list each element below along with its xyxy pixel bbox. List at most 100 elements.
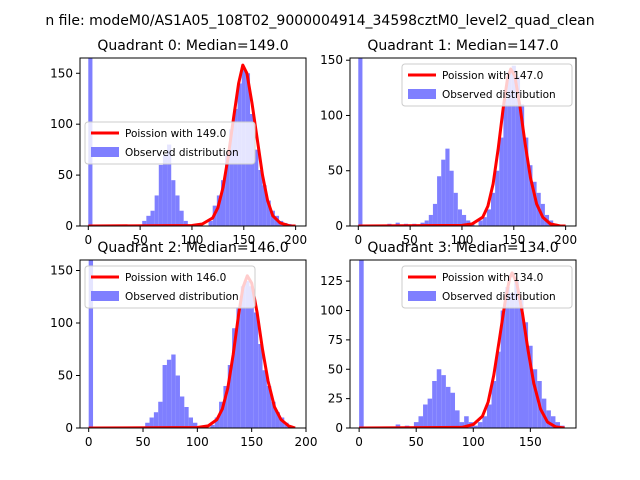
hist-bar [449, 170, 454, 226]
legend-fit-label: Poission with 134.0 [442, 272, 543, 284]
hist-bar [258, 170, 263, 226]
hist-bar [524, 137, 529, 226]
hist-bar [249, 286, 254, 428]
hist-bar [214, 417, 220, 428]
hist-bar [507, 71, 512, 226]
hist-bar [158, 401, 163, 428]
subplot-q1: Quadrant 1: Median=147.0 0 50 100 150 200 0 50 1… [320, 38, 577, 247]
y-tick-label: 25 [328, 392, 343, 406]
hist-bar [514, 281, 519, 428]
x-tick-label: 100 [186, 435, 209, 449]
legend: Poission with 134.0 Observed distribution [401, 265, 573, 309]
hist-bar [171, 354, 176, 428]
hist-bar [88, 260, 94, 428]
hist-bar [179, 396, 185, 428]
legend-hist-label: Observed distribution [125, 291, 239, 303]
hist-bar [216, 195, 221, 226]
hist-bar [546, 410, 551, 428]
hist-bar [477, 422, 483, 428]
legend-fit-label: Poission with 147.0 [442, 70, 543, 82]
hist-bar [555, 422, 561, 428]
x-tick-label: 0 [354, 233, 362, 247]
x-tick-label: 0 [85, 435, 93, 449]
hist-bar [503, 98, 508, 226]
hist-bar [511, 65, 516, 226]
legend-hist-swatch [91, 291, 119, 301]
legend: Poission with 147.0 Observed distribution [401, 63, 573, 107]
hist-bar [482, 217, 487, 226]
subplot-title: Quadrant 3: Median=134.0 [367, 240, 558, 256]
subplot-title: Quadrant 0: Median=149.0 [97, 38, 288, 54]
hist-bar [262, 185, 267, 226]
hist-bar [486, 404, 492, 428]
subplot-q2: Quadrant 2: Median=146.0 0 50 100 150 200 0 50 1… [50, 240, 317, 449]
legend-hist-label: Observed distribution [125, 147, 239, 159]
hist-bar [459, 422, 465, 428]
axes-frame [79, 57, 307, 227]
x-tick-label: 0 [355, 435, 363, 449]
hist-bar [457, 209, 462, 226]
x-tick-label: 100 [462, 435, 485, 449]
y-tick-label: 150 [320, 53, 343, 67]
legend-hist-swatch [91, 147, 119, 157]
hist-bars [88, 260, 293, 428]
subplot-q3: Quadrant 3: Median=134.0 0 50 100 150 0 25 50 75… [320, 240, 577, 449]
x-tick-label: 150 [519, 435, 542, 449]
hist-bar [520, 104, 525, 226]
hist-bar [450, 392, 456, 428]
y-tick-label: 0 [335, 421, 343, 435]
hist-bar [210, 424, 215, 428]
hist-bar [358, 58, 363, 226]
hist-bar [150, 210, 155, 226]
poisson-fit-line [88, 63, 296, 226]
hist-bar [149, 417, 154, 428]
hist-bar [145, 422, 150, 428]
legend-hist-swatch [408, 89, 436, 99]
hist-bar [445, 148, 450, 226]
hist-bar [166, 359, 172, 428]
hist-bar [509, 292, 515, 428]
hist-bar [437, 176, 442, 226]
hist-bar [496, 351, 501, 428]
hist-bar [532, 181, 537, 226]
subplot-title: Quadrant 1: Median=147.0 [367, 38, 558, 54]
x-tick-label: 200 [295, 435, 318, 449]
hist-bar [153, 412, 159, 428]
figure-suptitle: n file: modeM0/AS1A05_108T02_9000004914_… [45, 13, 594, 29]
hist-bar [532, 369, 538, 428]
hist-bar [250, 114, 255, 226]
legend-fit-label: Poission with 146.0 [125, 272, 226, 284]
legend-box [401, 265, 573, 309]
hist-bar [486, 209, 491, 226]
hist-bar [175, 195, 180, 226]
hist-bar [266, 386, 272, 428]
hist-bar [188, 417, 193, 428]
hist-bar [441, 159, 446, 226]
hist-bar [183, 220, 188, 226]
legend-hist-label: Observed distribution [442, 89, 556, 101]
hist-bars [358, 58, 558, 226]
y-tick-label: 150 [50, 264, 73, 278]
hist-bar [518, 298, 524, 428]
hist-bar [432, 203, 438, 226]
legend-box [84, 265, 256, 309]
x-tick-label: 50 [132, 233, 147, 247]
hist-bar [461, 214, 467, 226]
hist-bar [158, 164, 163, 226]
y-tick-label: 50 [328, 164, 343, 178]
hist-bar [270, 210, 275, 226]
x-tick-label: 100 [181, 233, 204, 247]
x-tick-label: 150 [232, 233, 255, 247]
hist-bar [523, 322, 529, 428]
hist-bar [418, 416, 424, 428]
legend: Poission with 146.0 Observed distribution [84, 265, 256, 309]
hist-bar [162, 365, 167, 428]
x-tick-label: 50 [402, 233, 417, 247]
x-tick-label: 200 [554, 233, 577, 247]
hist-bar [266, 200, 271, 226]
y-tick-label: 0 [65, 421, 73, 435]
hist-bar [445, 386, 451, 428]
legend-fit-label: Poission with 149.0 [125, 128, 226, 140]
hist-bar [167, 144, 172, 226]
hist-bar [464, 416, 469, 428]
